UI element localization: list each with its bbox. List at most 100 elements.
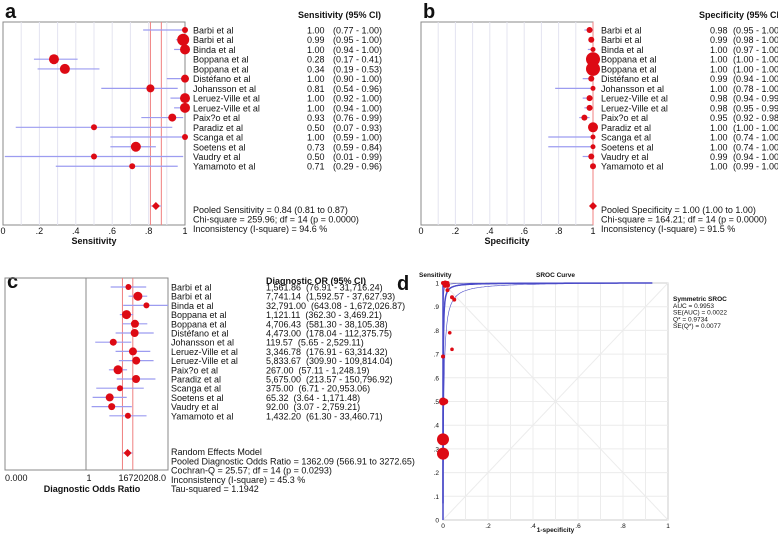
study-value: 1.00 (710, 64, 728, 74)
study-name: Barbi et al (171, 292, 212, 302)
study-value: 0.99 (307, 35, 325, 45)
study-ci: (0.19 - 0.53) (333, 64, 382, 74)
study-row: Barbi et al 0.99 (0.95 - 1.00) (175, 33, 382, 46)
study-name: Leruez-Ville et al (601, 94, 668, 104)
study-value: 1.00 (307, 74, 325, 84)
sroc-ci-lower (442, 282, 653, 520)
x-tick-label: .8 (620, 523, 626, 530)
summary-line: Inconsistency (I-square) = 45.3 % (171, 475, 305, 485)
study-value-ci: 4,473.00 (178.04 - 112,375.75) (266, 329, 392, 339)
study-row: Johansson et al 0.81 (0.54 - 0.96) (101, 84, 382, 94)
study-name: Boppana et al (193, 64, 249, 74)
study-ci: (0.95 - 1.00) (333, 35, 382, 45)
study-row: Vaudry et al 92.00 (3.07 - 2,759.21) (91, 402, 360, 412)
study-row: Paradiz et al 5,675.00 (213.57 - 150,796.9… (116, 375, 393, 385)
x-tick-label: .6 (575, 523, 581, 530)
y-tick-label: .2 (434, 470, 440, 477)
study-row: Boppana et al 1.00 (1.00 - 1.00) (586, 52, 778, 67)
chart-title: SROC Curve (536, 272, 575, 279)
study-ci: (1.00 - 1.00) (733, 64, 778, 74)
study-marker (130, 329, 139, 337)
study-name: Johansson et al (601, 84, 664, 94)
study-name: Paradiz et al (171, 375, 221, 385)
study-row: Paix?o et al 0.93 (0.76 - 0.99) (141, 113, 382, 123)
study-row: Distéfano et al 0.99 (0.94 - 1.00) (582, 74, 778, 84)
study-value-ci: 4,706.43 (581.30 - 38,105.38) (266, 319, 388, 329)
study-marker (105, 393, 114, 402)
study-name: Soetens et al (601, 142, 654, 152)
study-name: Boppana et al (601, 64, 657, 74)
study-row: Leruez-Ville et al 5,833.67 (309.90 - 109,… (118, 356, 393, 366)
study-marker (181, 74, 189, 83)
study-name: Barbi et al (171, 283, 212, 293)
study-row: Johansson et al 1.00 (0.78 - 1.00) (555, 84, 778, 94)
study-marker (180, 93, 190, 104)
study-ci: (0.95 - 1.00) (733, 26, 778, 36)
study-row: Boppana et al 4,706.43 (581.30 - 38,105.38… (122, 319, 388, 329)
y-tick-label: .5 (434, 399, 440, 406)
study-row: Binda et al 1.00 (0.97 - 1.00) (587, 45, 778, 55)
study-value: 1,561.86 (266, 283, 301, 293)
study-value: 0.34 (307, 64, 325, 74)
study-ci: (0.94 - 1.00) (733, 74, 778, 84)
study-name: Boppana et al (193, 55, 249, 65)
diagonal-line (442, 282, 669, 521)
study-value: 1.00 (307, 45, 325, 55)
sroc-plot: d 0 .1 .2 .3 .4 .5 .6 .7 .8 .9 1 0 .2 .4 .6 .8 1 Sensitivi… (397, 272, 727, 534)
study-value: 1.00 (307, 26, 325, 36)
study-value: 0.98 (710, 26, 728, 36)
x-tick-label: 0.000 (5, 473, 28, 483)
study-name: Vaudry et al (193, 152, 240, 162)
study-name: Barbi et al (601, 35, 642, 45)
study-marker (590, 163, 596, 170)
y-tick-label: 0 (435, 518, 439, 525)
study-marker (180, 44, 190, 55)
study-row: Paix?o et al 267.00 (57.11 - 1,248.19) (108, 365, 369, 375)
study-marker (590, 134, 596, 140)
x-axis-label: Specificity (484, 236, 529, 246)
y-tick-label: .3 (434, 446, 440, 453)
study-marker (586, 95, 593, 102)
study-value: 0.98 (710, 103, 728, 113)
y-tick-label: .9 (434, 304, 440, 311)
study-value: 375.00 (266, 384, 294, 394)
study-marker (586, 61, 600, 76)
y-tick-label: .7 (434, 352, 440, 359)
study-marker (124, 412, 131, 419)
study-marker (108, 403, 116, 411)
study-row: Binda et al 1.00 (0.94 - 1.00) (174, 44, 382, 55)
study-value: 92.00 (266, 402, 289, 412)
study-ci: (309.90 - 109,814.04) (306, 356, 393, 366)
study-value-ci: 3,346.78 (176.91 - 63,314.32) (266, 347, 388, 357)
study-marker (113, 365, 123, 375)
study-name: Leruez-Ville et al (171, 356, 238, 366)
study-ci: (0.94 - 0.99) (733, 94, 778, 104)
study-name: Distéfano et al (601, 74, 659, 84)
study-marker (590, 85, 596, 91)
study-row: Johansson et al 119.57 (5.65 - 2,529.11) (95, 338, 364, 348)
x-tick-label: 0 (0, 226, 5, 236)
x-tick-label: 0 (418, 226, 423, 236)
study-value: 0.95 (710, 113, 728, 123)
study-name: Leruez-Ville et al (171, 347, 238, 357)
study-name: Yamamoto et al (193, 162, 255, 172)
study-name: Leruez-Ville et al (193, 103, 260, 113)
study-row: Boppana et al 0.28 (0.17 - 0.41) (33, 54, 382, 65)
study-row: Soetens et al 1.00 (0.74 - 1.00) (548, 142, 778, 152)
study-ci: (0.59 - 1.00) (333, 133, 382, 143)
study-ci: (61.30 - 33,460.71) (306, 411, 383, 421)
pooled-diamond (151, 202, 160, 210)
study-marker (129, 163, 136, 170)
study-name: Paix?o et al (601, 113, 648, 123)
study-row: Leruez-Ville et al 0.98 (0.94 - 0.99) (582, 94, 778, 104)
study-value: 65.32 (266, 393, 289, 403)
study-marker (586, 52, 600, 67)
summary-line: Pooled Diagnostic Odds Ratio = 1362.09 (… (171, 456, 415, 466)
study-row: Scanga et al 1.00 (0.74 - 1.00) (548, 133, 778, 143)
study-value-ci: 32,791.00 (643.08 - 1,672,026.87) (266, 301, 405, 311)
summary-line: Random Effects Model (171, 447, 262, 457)
study-name: Vaudry et al (601, 152, 648, 162)
study-name: Scanga et al (193, 133, 243, 143)
x-tick-label: 16720208.0 (118, 473, 166, 483)
study-value: 0.73 (307, 142, 325, 152)
